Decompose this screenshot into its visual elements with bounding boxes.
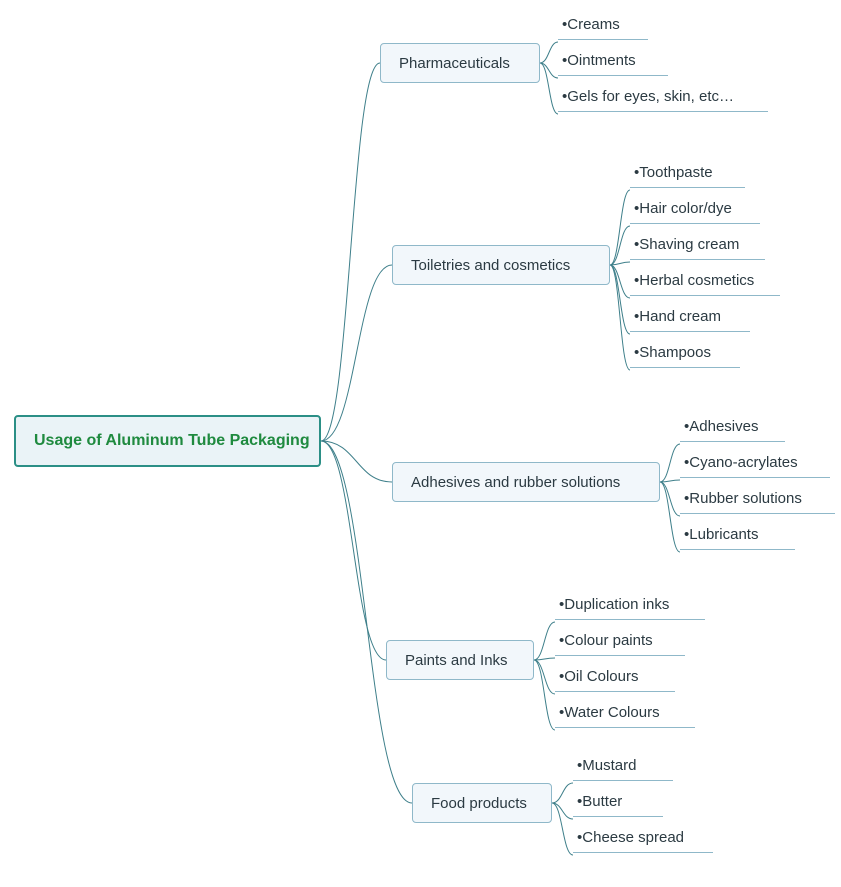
leaf-paints-2: Oil Colours [555, 664, 675, 692]
leaf-food-1: Butter [573, 789, 663, 817]
leaf-adhesives-0: Adhesives [680, 414, 785, 442]
leaf-paints-0: Duplication inks [555, 592, 705, 620]
leaf-toiletries-0: Toothpaste [630, 160, 745, 188]
branch-adhesives: Adhesives and rubber solutions [392, 462, 660, 502]
leaf-paints-3: Water Colours [555, 700, 695, 728]
leaf-toiletries-4: Hand cream [630, 304, 750, 332]
branch-paints: Paints and Inks [386, 640, 534, 680]
leaf-toiletries-3: Herbal cosmetics [630, 268, 780, 296]
leaf-pharmaceuticals-1: Ointments [558, 48, 668, 76]
leaf-toiletries-2: Shaving cream [630, 232, 765, 260]
leaf-pharmaceuticals-0: Creams [558, 12, 648, 40]
leaf-adhesives-3: Lubricants [680, 522, 795, 550]
leaf-paints-1: Colour paints [555, 628, 685, 656]
leaf-adhesives-2: Rubber solutions [680, 486, 835, 514]
leaf-toiletries-1: Hair color/dye [630, 196, 760, 224]
branch-toiletries: Toiletries and cosmetics [392, 245, 610, 285]
leaf-adhesives-1: Cyano-acrylates [680, 450, 830, 478]
leaf-pharmaceuticals-2: Gels for eyes, skin, etc… [558, 84, 768, 112]
leaf-toiletries-5: Shampoos [630, 340, 740, 368]
leaf-food-0: Mustard [573, 753, 673, 781]
root-node: Usage of Aluminum Tube Packaging [14, 415, 321, 467]
branch-food: Food products [412, 783, 552, 823]
leaf-food-2: Cheese spread [573, 825, 713, 853]
branch-pharmaceuticals: Pharmaceuticals [380, 43, 540, 83]
